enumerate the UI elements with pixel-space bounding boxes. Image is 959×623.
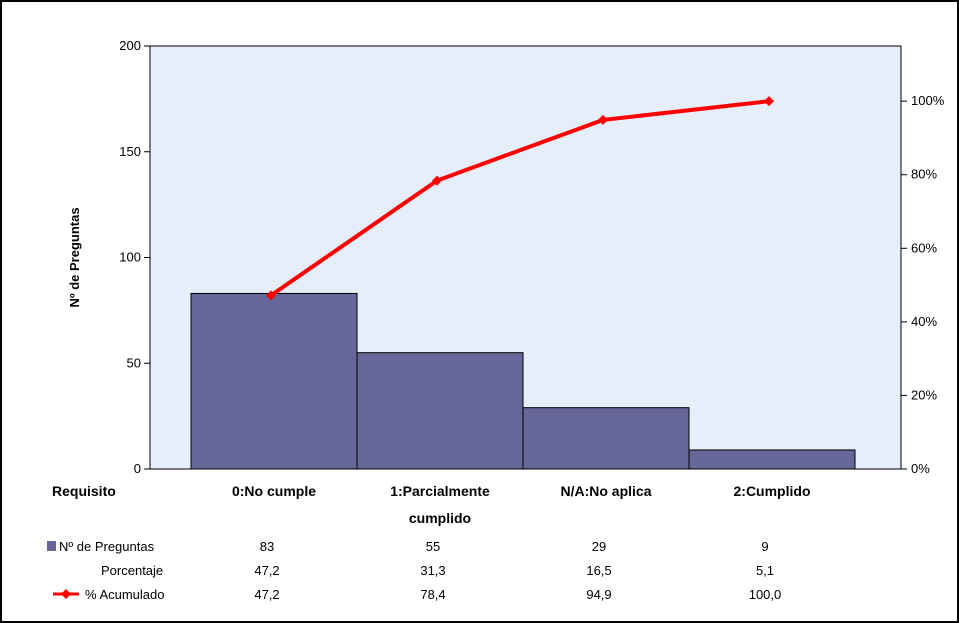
cumulative-point xyxy=(432,175,442,186)
cumulative-point xyxy=(598,114,608,125)
category-label: 1:Parcialmente xyxy=(390,483,490,499)
table-cell: 47,2 xyxy=(254,563,279,578)
y2-tick-label: 40% xyxy=(911,314,937,329)
y2-tick-label: 20% xyxy=(911,387,937,402)
y-tick-label: 50 xyxy=(127,355,141,370)
y2-tick-label: 60% xyxy=(911,240,937,255)
table-cell: 100,0 xyxy=(749,587,782,602)
table-cell: 47,2 xyxy=(254,587,279,602)
table-cell: 16,5 xyxy=(586,563,611,578)
y2-tick-label: 80% xyxy=(911,167,937,182)
y-tick-label: 0 xyxy=(134,461,141,476)
y2-tick-label: 0% xyxy=(911,461,930,476)
category-label: N/A:No aplica xyxy=(560,483,651,499)
category-label: 2:Cumplido xyxy=(734,483,811,499)
y-tick-label: 100 xyxy=(119,250,141,265)
bar xyxy=(356,352,524,470)
table-row-label: Nº de Preguntas xyxy=(59,539,155,554)
cumulative-point xyxy=(266,290,276,301)
y-axis-label: Nº de Preguntas xyxy=(67,207,82,307)
y-tick-label: 150 xyxy=(119,144,141,159)
cumulative-point xyxy=(764,96,774,107)
bar xyxy=(190,292,358,470)
category-label: 0:No cumple xyxy=(232,483,316,499)
table-cell: 5,1 xyxy=(756,563,774,578)
legend-line-marker xyxy=(61,589,71,599)
table-row-label: Porcentaje xyxy=(101,563,163,578)
category-label: cumplido xyxy=(409,510,471,526)
y-tick-label: 200 xyxy=(119,38,141,53)
bar xyxy=(688,449,856,470)
table-cell: 29 xyxy=(592,539,606,554)
cumulative-line xyxy=(269,99,770,298)
table-cell: 9 xyxy=(761,539,768,554)
table-cell: 83 xyxy=(260,539,274,554)
table-header-label: Requisito xyxy=(52,483,116,499)
legend-bar-swatch xyxy=(47,541,56,551)
table-cell: 31,3 xyxy=(420,563,445,578)
y2-tick-label: 100% xyxy=(911,93,945,108)
table-cell: 94,9 xyxy=(586,587,611,602)
table-cell: 55 xyxy=(426,539,440,554)
bar xyxy=(522,407,690,470)
table-row-label: % Acumulado xyxy=(85,587,165,602)
table-cell: 78,4 xyxy=(420,587,445,602)
